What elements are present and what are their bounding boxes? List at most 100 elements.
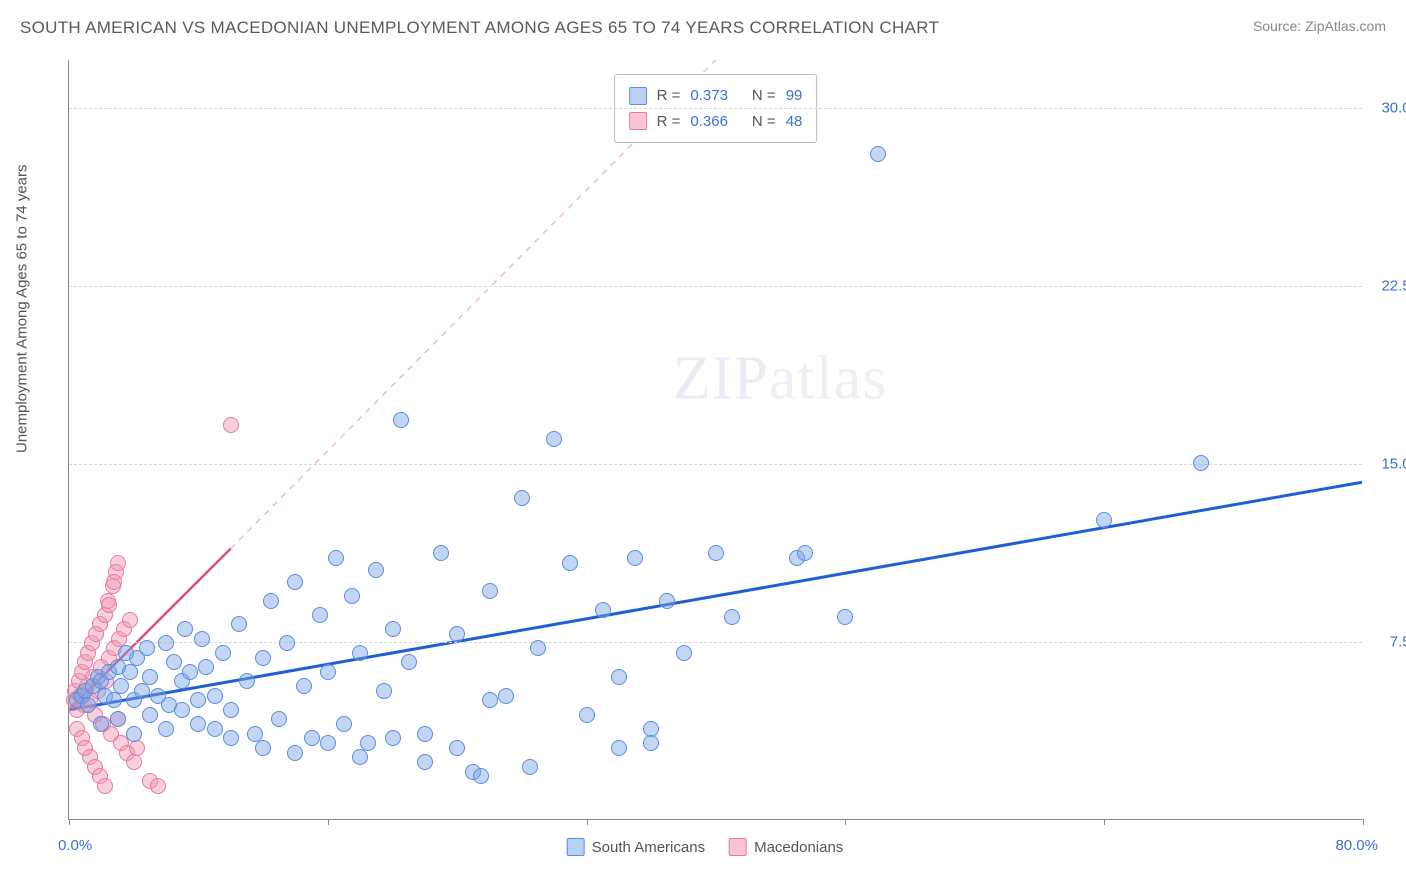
- legend-label-series1: South Americans: [592, 839, 705, 856]
- scatter-point-series1: [198, 659, 214, 675]
- scatter-point-series1: [80, 697, 96, 713]
- scatter-point-series2: [223, 417, 239, 433]
- scatter-point-series1: [385, 730, 401, 746]
- scatter-point-series1: [190, 716, 206, 732]
- scatter-point-series1: [106, 692, 122, 708]
- scatter-point-series1: [1193, 455, 1209, 471]
- stats-r-label: R =: [657, 109, 681, 135]
- scatter-point-series1: [194, 631, 210, 647]
- scatter-point-series1: [110, 711, 126, 727]
- scatter-point-series2: [106, 574, 122, 590]
- x-axis-max-label: 80.0%: [1335, 837, 1378, 854]
- scatter-point-series1: [113, 678, 129, 694]
- gridline-h: [69, 108, 1362, 109]
- scatter-point-series1: [611, 740, 627, 756]
- scatter-point-series1: [473, 768, 489, 784]
- gridline-h: [69, 642, 1362, 643]
- scatter-point-series1: [182, 664, 198, 680]
- gridline-h: [69, 464, 1362, 465]
- scatter-point-series1: [797, 545, 813, 561]
- scatter-point-series1: [449, 740, 465, 756]
- scatter-point-series1: [417, 754, 433, 770]
- scatter-point-series1: [142, 669, 158, 685]
- legend-label-series2: Macedonians: [754, 839, 843, 856]
- scatter-point-series1: [546, 431, 562, 447]
- scatter-point-series1: [352, 645, 368, 661]
- scatter-point-series1: [1096, 512, 1112, 528]
- scatter-point-series1: [530, 640, 546, 656]
- legend-item-series2: Macedonians: [729, 838, 843, 856]
- scatter-point-series1: [158, 635, 174, 651]
- stats-r-value-1: 0.373: [690, 83, 728, 109]
- y-tick-label: 15.0%: [1369, 455, 1406, 472]
- scatter-point-series1: [279, 635, 295, 651]
- scatter-point-series1: [239, 673, 255, 689]
- scatter-point-series1: [287, 574, 303, 590]
- scatter-point-series1: [320, 735, 336, 751]
- trend-line: [69, 482, 1362, 710]
- scatter-point-series1: [320, 664, 336, 680]
- legend: South Americans Macedonians: [567, 838, 844, 856]
- scatter-point-series2: [122, 612, 138, 628]
- scatter-point-series1: [385, 621, 401, 637]
- scatter-point-series1: [417, 726, 433, 742]
- scatter-point-series1: [482, 692, 498, 708]
- x-tick-mark: [1104, 819, 1105, 825]
- scatter-point-series1: [296, 678, 312, 694]
- scatter-point-series1: [611, 669, 627, 685]
- stats-n-label: N =: [752, 83, 776, 109]
- chart-title: SOUTH AMERICAN VS MACEDONIAN UNEMPLOYMEN…: [20, 18, 939, 38]
- scatter-point-series1: [263, 593, 279, 609]
- scatter-point-series1: [134, 683, 150, 699]
- scatter-point-series1: [93, 716, 109, 732]
- scatter-point-series1: [724, 609, 740, 625]
- scatter-point-series1: [360, 735, 376, 751]
- scatter-point-series1: [643, 735, 659, 751]
- scatter-point-series1: [126, 726, 142, 742]
- scatter-point-series1: [482, 583, 498, 599]
- scatter-point-series2: [97, 778, 113, 794]
- scatter-point-series1: [122, 664, 138, 680]
- y-tick-label: 30.0%: [1369, 99, 1406, 116]
- scatter-point-series1: [562, 555, 578, 571]
- scatter-point-series1: [207, 721, 223, 737]
- stats-swatch-series1: [629, 87, 647, 105]
- scatter-point-series1: [837, 609, 853, 625]
- scatter-point-series1: [368, 562, 384, 578]
- legend-item-series1: South Americans: [567, 838, 705, 856]
- y-tick-label: 7.5%: [1369, 633, 1406, 650]
- x-tick-mark: [587, 819, 588, 825]
- scatter-point-series1: [708, 545, 724, 561]
- y-tick-label: 22.5%: [1369, 277, 1406, 294]
- legend-swatch-series2: [729, 838, 747, 856]
- scatter-point-series1: [579, 707, 595, 723]
- scatter-point-series1: [498, 688, 514, 704]
- scatter-point-series1: [344, 588, 360, 604]
- source-attribution: Source: ZipAtlas.com: [1253, 18, 1386, 34]
- scatter-point-series1: [139, 640, 155, 656]
- scatter-point-series1: [255, 740, 271, 756]
- plot-area: ZIPatlas R = 0.373 N = 99 R = 0.366 N = …: [68, 60, 1362, 820]
- gridline-h: [69, 286, 1362, 287]
- scatter-point-series1: [595, 602, 611, 618]
- x-tick-mark: [328, 819, 329, 825]
- scatter-point-series1: [401, 654, 417, 670]
- correlation-stats-box: R = 0.373 N = 99 R = 0.366 N = 48: [614, 74, 818, 143]
- scatter-point-series1: [304, 730, 320, 746]
- scatter-point-series1: [158, 721, 174, 737]
- scatter-point-series2: [150, 778, 166, 794]
- scatter-point-series1: [393, 412, 409, 428]
- scatter-point-series1: [223, 702, 239, 718]
- scatter-point-series2: [101, 597, 117, 613]
- scatter-point-series1: [271, 711, 287, 727]
- scatter-point-series1: [190, 692, 206, 708]
- scatter-point-series1: [312, 607, 328, 623]
- scatter-point-series1: [223, 730, 239, 746]
- legend-swatch-series1: [567, 838, 585, 856]
- scatter-point-series1: [255, 650, 271, 666]
- scatter-point-series1: [870, 146, 886, 162]
- stats-r-label: R =: [657, 83, 681, 109]
- watermark: ZIPatlas: [673, 343, 888, 414]
- scatter-point-series1: [627, 550, 643, 566]
- scatter-point-series1: [287, 745, 303, 761]
